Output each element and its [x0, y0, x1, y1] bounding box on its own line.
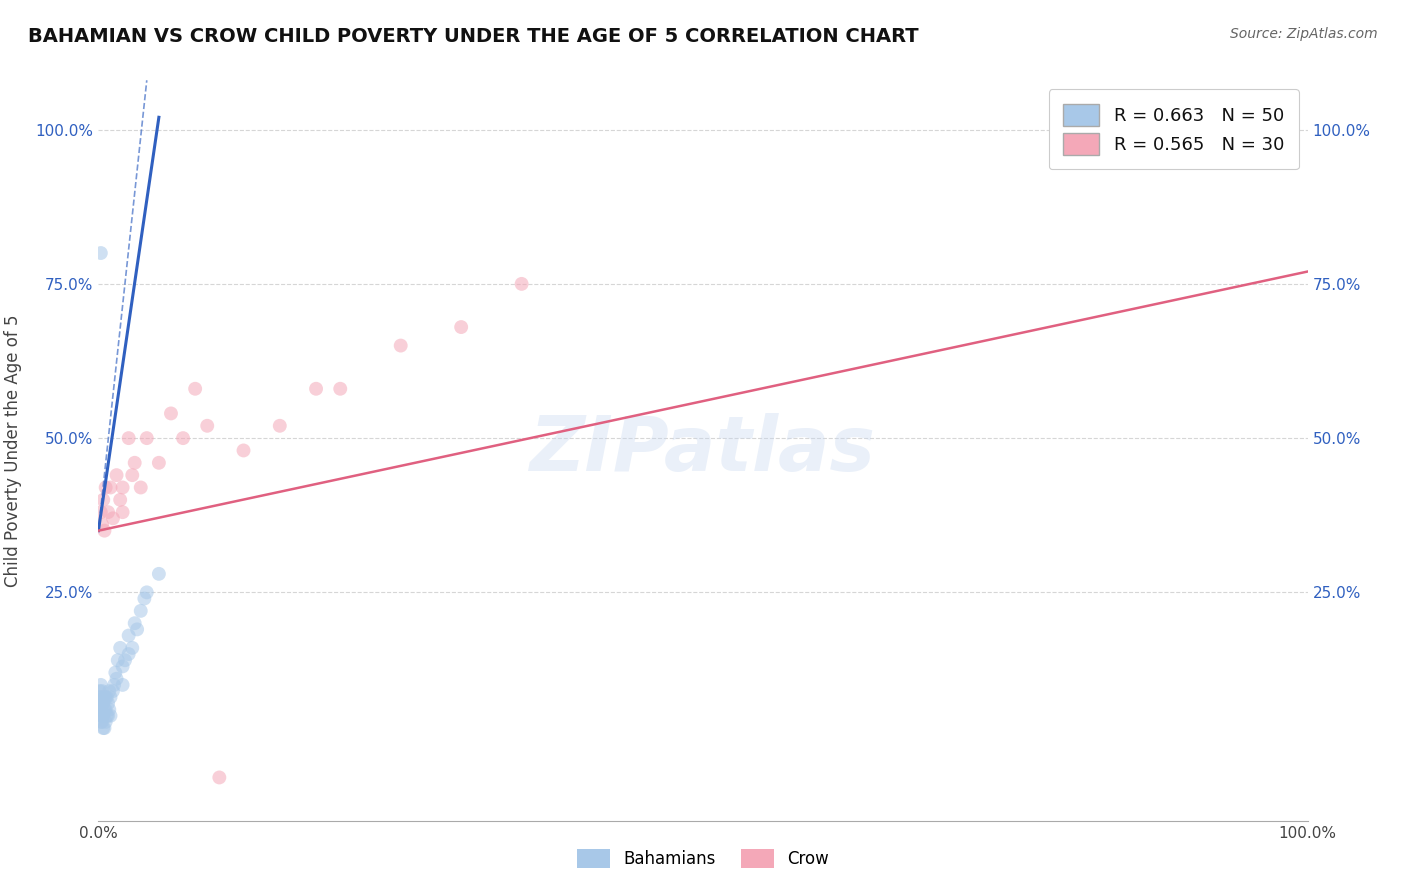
Point — [90, 714, 112, 729]
Point — [89, 703, 111, 717]
Point — [135, 585, 157, 599]
Point — [91, 684, 114, 698]
Point — [94, 481, 117, 495]
Point — [89, 697, 111, 711]
Point — [108, 640, 131, 655]
Point — [90, 697, 112, 711]
Point — [91, 697, 114, 711]
Point — [97, 697, 120, 711]
Point — [129, 481, 152, 495]
Text: Source: ZipAtlas.com: Source: ZipAtlas.com — [1230, 27, 1378, 41]
Point — [135, 431, 157, 445]
Point — [105, 468, 128, 483]
Point — [90, 246, 112, 260]
Legend: R = 0.663   N = 50, R = 0.565   N = 30: R = 0.663 N = 50, R = 0.565 N = 30 — [1049, 89, 1299, 169]
Point — [111, 678, 134, 692]
Point — [104, 665, 127, 680]
Point — [121, 468, 143, 483]
Point — [94, 703, 117, 717]
Point — [124, 616, 146, 631]
Point — [111, 505, 134, 519]
Point — [97, 505, 120, 519]
Point — [118, 629, 141, 643]
Point — [90, 505, 112, 519]
Point — [98, 684, 121, 698]
Point — [94, 714, 117, 729]
Point — [160, 407, 183, 421]
Point — [89, 708, 111, 723]
Point — [510, 277, 533, 291]
Point — [329, 382, 352, 396]
Point — [93, 703, 115, 717]
Point — [98, 703, 121, 717]
Point — [111, 481, 134, 495]
Point — [118, 431, 141, 445]
Point — [97, 708, 120, 723]
Point — [93, 690, 115, 705]
Point — [129, 604, 152, 618]
Text: ZIPatlas: ZIPatlas — [530, 414, 876, 487]
Point — [94, 690, 117, 705]
Point — [134, 591, 156, 606]
Point — [121, 640, 143, 655]
Point — [208, 771, 231, 785]
Point — [101, 684, 124, 698]
Point — [91, 721, 114, 735]
Point — [91, 492, 114, 507]
Point — [100, 708, 122, 723]
Point — [148, 456, 170, 470]
Point — [90, 678, 112, 692]
Point — [195, 418, 218, 433]
Point — [111, 659, 134, 673]
Point — [305, 382, 328, 396]
Point — [127, 623, 149, 637]
Point — [96, 708, 118, 723]
Point — [107, 653, 129, 667]
Point — [101, 511, 124, 525]
Point — [114, 653, 136, 667]
Point — [184, 382, 207, 396]
Point — [148, 566, 170, 581]
Point — [91, 708, 114, 723]
Point — [118, 647, 141, 661]
Point — [100, 690, 122, 705]
Point — [232, 443, 254, 458]
Point — [269, 418, 291, 433]
Point — [96, 690, 118, 705]
Point — [450, 320, 472, 334]
Point — [124, 456, 146, 470]
Point — [100, 481, 122, 495]
Point — [91, 708, 114, 723]
Point — [108, 492, 131, 507]
Point — [91, 714, 114, 729]
Point — [90, 690, 112, 705]
Point — [172, 431, 194, 445]
Text: BAHAMIAN VS CROW CHILD POVERTY UNDER THE AGE OF 5 CORRELATION CHART: BAHAMIAN VS CROW CHILD POVERTY UNDER THE… — [28, 27, 918, 45]
Point — [91, 517, 114, 532]
Point — [89, 690, 111, 705]
Point — [91, 697, 114, 711]
Point — [389, 338, 412, 352]
Point — [90, 703, 112, 717]
Point — [103, 678, 125, 692]
Y-axis label: Child Poverty Under the Age of 5: Child Poverty Under the Age of 5 — [4, 314, 21, 587]
Point — [89, 684, 111, 698]
Legend: Bahamians, Crow: Bahamians, Crow — [569, 842, 837, 875]
Point — [93, 524, 115, 538]
Point — [105, 672, 128, 686]
Point — [93, 721, 115, 735]
